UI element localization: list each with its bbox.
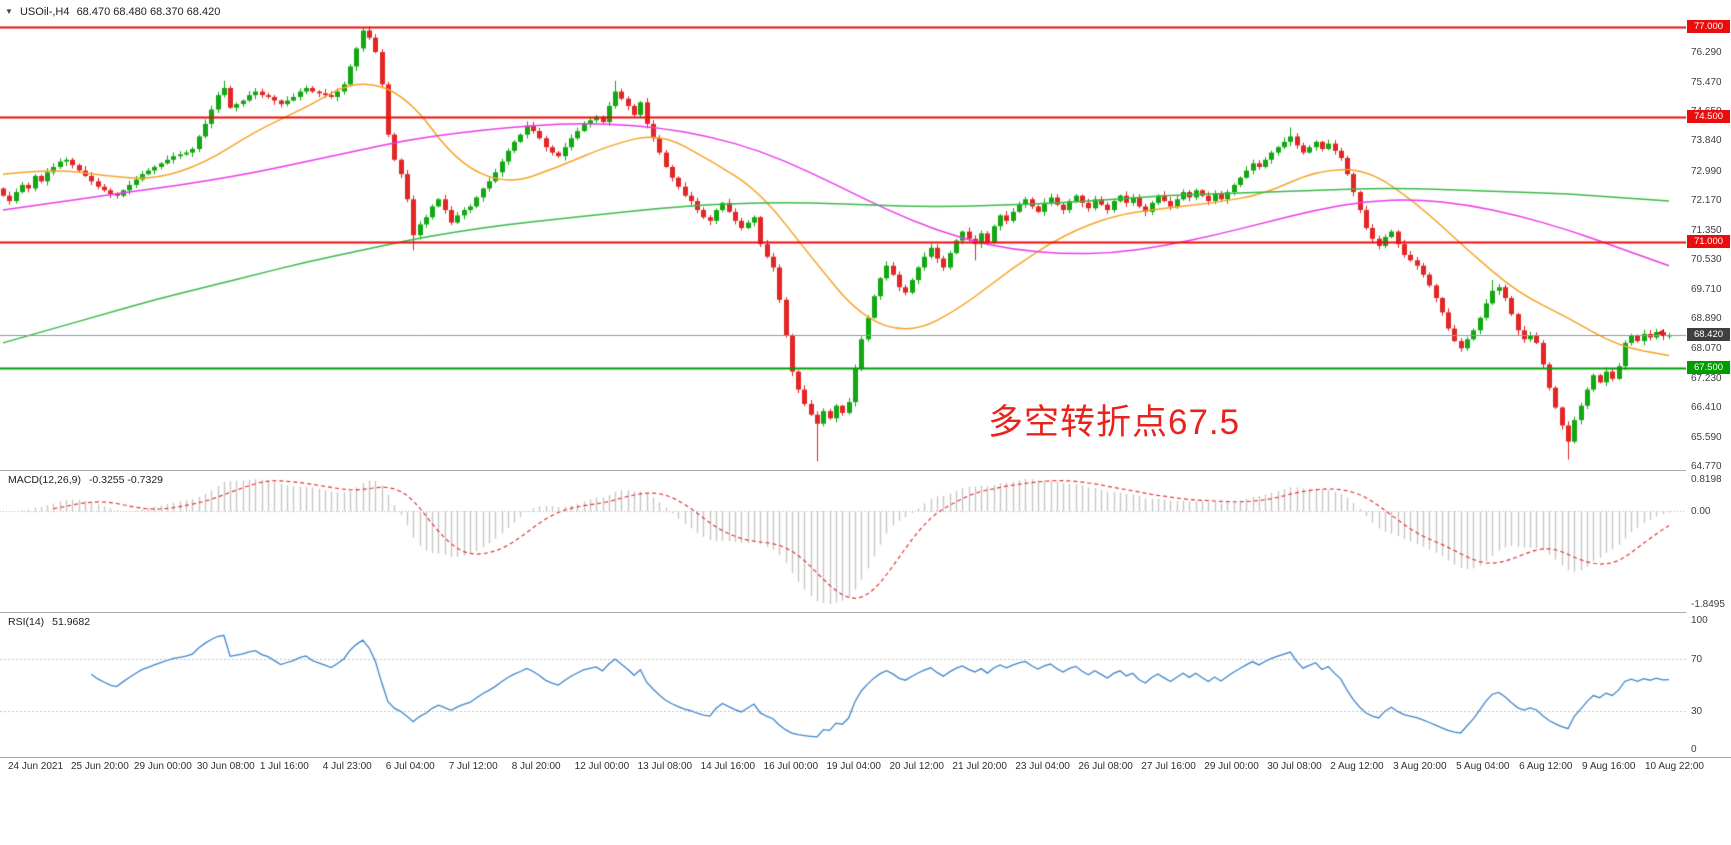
price-level-badge-71.000: 71.000	[1687, 235, 1730, 249]
time-axis-label: 10 Aug 22:00	[1645, 761, 1704, 772]
time-axis-label: 20 Jul 12:00	[889, 761, 944, 772]
time-axis-label: 29 Jul 00:00	[1204, 761, 1259, 772]
rsi-value: 51.9682	[52, 616, 91, 628]
price-axis-tick: 67.230	[1691, 372, 1722, 384]
time-axis-label: 27 Jul 16:00	[1141, 761, 1196, 772]
rsi-name: RSI(14)	[8, 616, 45, 628]
time-axis-label: 30 Jul 08:00	[1267, 761, 1322, 772]
price-axis-tick: 69.710	[1691, 283, 1722, 295]
rsi-axis-tick-70: 70	[1691, 654, 1703, 665]
macd-axis-tick-min: -1.8495	[1691, 599, 1725, 610]
panel-separator	[0, 757, 1731, 758]
time-axis-label: 29 Jun 00:00	[133, 761, 192, 772]
rsi-axis-tick-30: 30	[1691, 706, 1703, 717]
rsi-axis-tick-0: 0	[1691, 744, 1697, 755]
macd-panel-canvas[interactable]	[0, 471, 1686, 612]
time-axis-label: 8 Jul 20:00	[511, 761, 561, 772]
time-axis-label: 7 Jul 12:00	[448, 761, 498, 772]
price-axis-tick: 71.350	[1691, 224, 1722, 236]
time-axis-label: 13 Jul 08:00	[637, 761, 693, 772]
time-axis-label: 1 Jul 16:00	[259, 761, 309, 772]
macd-axis-tick-zero: 0.00	[1691, 506, 1711, 518]
time-axis-label: 30 Jun 08:00	[196, 761, 255, 772]
time-axis-label: 5 Aug 04:00	[1456, 761, 1510, 772]
time-axis-label: 4 Jul 23:00	[322, 761, 372, 772]
current-price-marker	[1657, 329, 1664, 338]
time-axis-label: 14 Jul 16:00	[700, 761, 756, 772]
time-axis-label: 16 Jul 00:00	[763, 761, 819, 772]
price-axis-tick: 68.070	[1691, 342, 1722, 354]
time-axis-label: 25 Jun 20:00	[70, 761, 129, 772]
time-axis-label: 23 Jul 04:00	[1015, 761, 1070, 772]
price-axis-tick: 75.470	[1691, 76, 1722, 88]
price-axis-tick: 65.590	[1691, 431, 1722, 443]
dropdown-icon: ▼	[5, 7, 13, 16]
time-axis-label: 6 Jul 04:00	[385, 761, 435, 772]
macd-values: -0.3255 -0.7329	[88, 474, 164, 486]
price-axis: 76.29075.47074.65073.84072.99072.17071.3…	[1686, 0, 1731, 757]
time-axis: 24 Jun 2021 25 Jun 20:00 29 Jun 00:00 30 Ju…	[0, 761, 1731, 775]
ohlc-quote: 68.470 68.480 68.370 68.420	[76, 6, 221, 18]
price-level-badge-67.500: 67.500	[1687, 361, 1730, 375]
time-axis-label: 21 Jul 20:00	[952, 761, 1007, 772]
time-axis-label: 9 Aug 16:00	[1582, 761, 1636, 772]
rsi-panel-canvas[interactable]	[0, 613, 1686, 757]
price-axis-tick: 64.770	[1691, 461, 1722, 473]
price-axis-tick: 68.890	[1691, 313, 1722, 325]
macd-indicator-label: MACD(12,26,9) -0.3255 -0.7329	[8, 474, 168, 486]
panel-separator	[0, 470, 1731, 471]
rsi-axis-tick-100: 100	[1691, 615, 1708, 626]
price-axis-tick: 73.840	[1691, 135, 1722, 147]
price-level-badge-68.420: 68.420	[1687, 327, 1730, 341]
main-chart-canvas[interactable]	[0, 0, 1686, 470]
time-axis-label: 2 Aug 12:00	[1330, 761, 1384, 772]
time-axis-label: 26 Jul 08:00	[1078, 761, 1133, 772]
time-axis-label: 3 Aug 20:00	[1393, 761, 1447, 772]
macd-name: MACD(12,26,9)	[8, 474, 81, 486]
rsi-indicator-label: RSI(14) 51.9682	[8, 616, 95, 628]
chart-title: ▼ USOil-,H4 68.470 68.480 68.370 68.420	[5, 6, 224, 18]
time-axis-label: 19 Jul 04:00	[826, 761, 882, 772]
symbol-timeframe-label: USOil-,H4	[19, 6, 70, 18]
price-level-badge-74.500: 74.500	[1687, 109, 1730, 123]
time-axis-label: 24 Jun 2021	[8, 761, 64, 772]
price-axis-tick: 76.290	[1691, 47, 1722, 59]
panel-separator	[0, 612, 1731, 613]
macd-axis-tick-max: 0.8198	[1691, 474, 1722, 485]
chart-annotation-text: 多空转折点67.5	[988, 403, 1241, 442]
price-axis-tick: 72.990	[1691, 165, 1722, 177]
time-axis-label: 6 Aug 12:00	[1519, 761, 1573, 772]
time-axis-label: 12 Jul 00:00	[574, 761, 630, 772]
price-axis-tick: 66.410	[1691, 402, 1722, 414]
price-level-badge-77.000: 77.000	[1687, 19, 1730, 33]
price-axis-tick: 70.530	[1691, 254, 1722, 266]
price-axis-tick: 72.170	[1691, 195, 1722, 207]
